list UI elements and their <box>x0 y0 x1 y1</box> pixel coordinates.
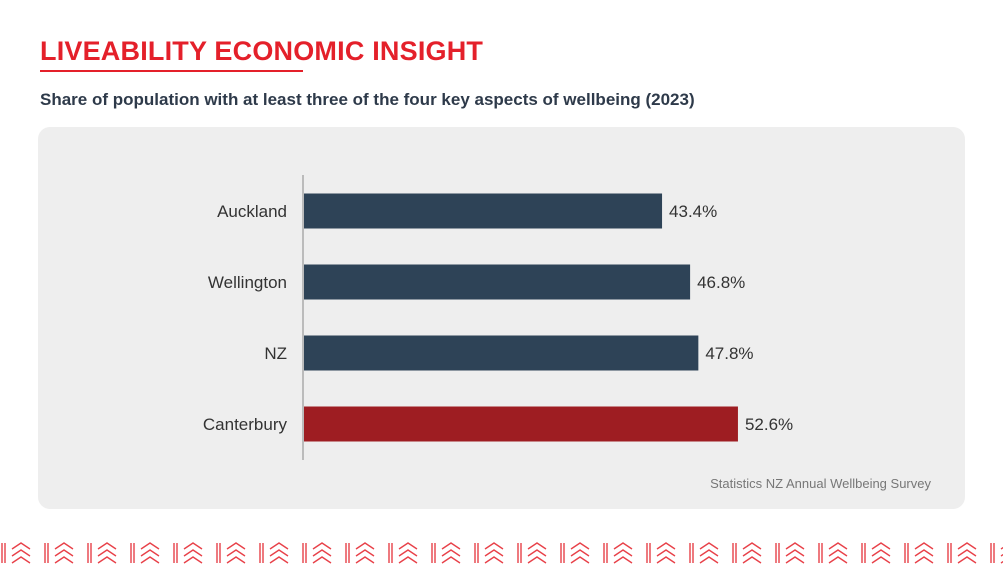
chevron-pattern-unit <box>44 542 74 564</box>
chevron-pattern-decoration <box>1 542 1003 564</box>
chevron-pattern-unit <box>560 542 590 564</box>
chevron-pattern-unit <box>345 542 375 564</box>
category-label: NZ <box>264 344 287 363</box>
page-title: LIVEABILITY ECONOMIC INSIGHT <box>40 36 484 66</box>
chart-subtitle: Share of population with at least three … <box>40 90 695 109</box>
chevron-pattern-unit <box>1 542 31 564</box>
category-label: Wellington <box>208 273 287 292</box>
source-note: Statistics NZ Annual Wellbeing Survey <box>710 476 931 491</box>
category-label: Auckland <box>217 202 287 221</box>
bar-auckland <box>304 193 663 229</box>
chevron-pattern-unit <box>517 542 547 564</box>
chevron-pattern-unit <box>474 542 504 564</box>
bar-nz <box>304 335 699 371</box>
chevron-pattern-unit <box>689 542 719 564</box>
chevron-pattern-unit <box>259 542 289 564</box>
chevron-pattern-unit <box>388 542 418 564</box>
category-label: Canterbury <box>203 415 288 434</box>
chevron-pattern-unit <box>603 542 633 564</box>
chevron-pattern-unit <box>216 542 246 564</box>
chevron-pattern-unit <box>775 542 805 564</box>
bar-wellington <box>304 264 691 300</box>
chevron-pattern-unit <box>732 542 762 564</box>
chevron-pattern-unit <box>431 542 461 564</box>
chart-panel: Auckland 43.4% Wellington 46.8% NZ 47.8% Cante… <box>38 127 965 509</box>
chevron-pattern-unit <box>990 543 1003 564</box>
chevron-pattern-unit <box>861 542 891 564</box>
chevron-pattern-unit <box>646 542 676 564</box>
bar-canterbury <box>304 406 738 442</box>
chevron-pattern-unit <box>947 542 977 564</box>
data-label: 47.8% <box>705 344 753 363</box>
chevron-pattern-unit <box>904 542 934 564</box>
data-label: 52.6% <box>745 415 793 434</box>
chevron-pattern-unit <box>130 542 160 564</box>
chevron-pattern-unit <box>818 542 848 564</box>
data-label: 43.4% <box>669 202 717 221</box>
data-label: 46.8% <box>697 273 745 292</box>
chevron-pattern-unit <box>302 542 332 564</box>
title-underline <box>40 70 303 72</box>
chevron-pattern-unit <box>173 542 203 564</box>
chevron-pattern-unit <box>87 542 117 564</box>
bar-chart: Auckland 43.4% Wellington 46.8% NZ 47.8% Cante… <box>203 175 793 460</box>
